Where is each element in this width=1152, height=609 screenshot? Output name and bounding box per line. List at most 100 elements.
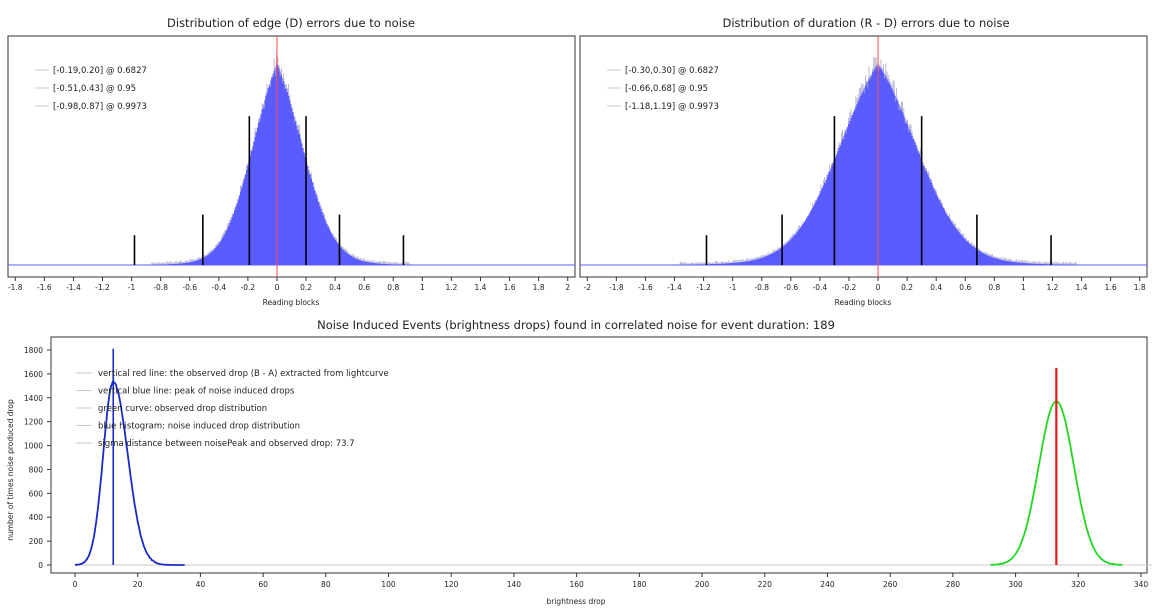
x-tick-label: 0.6 (959, 283, 971, 292)
histogram-noise-edge (679, 56, 1077, 265)
y-tick-label: 800 (29, 465, 44, 474)
legend-entry-2: [-0.66,0.68] @ 0.95 (625, 84, 708, 94)
x-tick-label: -1.8 (8, 283, 23, 292)
x-tick-label: -1.8 (609, 283, 624, 292)
histogram-bars (678, 64, 1078, 265)
x-tick-label: -1.6 (638, 283, 653, 292)
y-tick-label: 600 (29, 489, 44, 498)
x-tick-label: 300 (1008, 580, 1023, 589)
x-tick-label: 240 (820, 580, 835, 589)
x-tick-label: 140 (507, 580, 522, 589)
x-tick-label: -2 (584, 283, 592, 292)
x-tick-label: 40 (196, 580, 206, 589)
x-tick-label: 0.4 (329, 283, 341, 292)
legend-entry-3: green curve: observed drop distribution (98, 404, 267, 414)
x-tick-label: 0.2 (300, 283, 312, 292)
histogram-bars (151, 64, 411, 265)
y-tick-label: 1000 (24, 442, 43, 451)
noise-y-axis-label: number of times noise produced drop (6, 399, 15, 541)
x-tick-label: -0.2 (241, 283, 256, 292)
edge-x-axis: -1.8 -1.6 -1.4 -1.2 -1 -0.8 -0.6 -0.4 -0.2 0 0.2 0.… (8, 277, 570, 292)
legend-entry-3: [-1.18,1.19] @ 0.9973 (625, 102, 719, 112)
x-tick-label: 0 (876, 283, 881, 292)
y-tick-label: 400 (29, 513, 44, 522)
noise-x-axis-label: brightness drop (547, 597, 606, 606)
x-tick-label: 1.4 (475, 283, 487, 292)
duration-error-chart: Distribution of duration (R - D) errors … (579, 16, 1148, 307)
x-tick-label: -0.8 (153, 283, 168, 292)
x-tick-label: -1 (729, 283, 737, 292)
x-tick-label: 1.2 (445, 283, 457, 292)
x-tick-label: -1.4 (667, 283, 682, 292)
histogram-noise-edge (151, 52, 411, 265)
y-tick-label: 0 (38, 561, 43, 570)
legend-entry-3: [-0.98,0.87] @ 0.9973 (53, 102, 147, 112)
x-tick-label: -1.4 (66, 283, 81, 292)
x-tick-label: 1.2 (1047, 283, 1059, 292)
legend-entry-1: [-0.19,0.20] @ 0.6827 (53, 66, 147, 76)
x-tick-label: -1.2 (696, 283, 711, 292)
x-tick-label: 180 (632, 580, 647, 589)
x-tick-label: 100 (381, 580, 396, 589)
y-tick-label: 1200 (24, 418, 43, 427)
noise-plot-series (74, 348, 1152, 566)
x-tick-label: 0 (275, 283, 280, 292)
x-tick-label: 0 (73, 580, 78, 589)
x-tick-label: 60 (258, 580, 268, 589)
x-tick-label: 280 (946, 580, 961, 589)
legend-entry-5: sigma distance between noisePeak and obs… (98, 439, 355, 449)
duration-legend: [-0.30,0.30] @ 0.6827 [-0.66,0.68] @ 0.95… (607, 66, 719, 112)
x-tick-label: -1.6 (37, 283, 52, 292)
y-tick-label: 1600 (24, 370, 43, 379)
x-tick-label: 260 (883, 580, 898, 589)
x-tick-label: 320 (1071, 580, 1086, 589)
noise-plot-frame (50, 336, 1148, 574)
edge-histogram (8, 36, 575, 277)
y-tick-label: 1400 (24, 394, 43, 403)
x-tick-label: 2 (565, 283, 570, 292)
edge-legend: [-0.19,0.20] @ 0.6827 [-0.51,0.43] @ 0.95… (35, 66, 147, 112)
edge-chart-title: Distribution of edge (D) errors due to n… (167, 16, 415, 30)
legend-entry-2: [-0.51,0.43] @ 0.95 (53, 84, 136, 94)
edge-error-chart: Distribution of edge (D) errors due to n… (7, 16, 576, 307)
x-tick-label: 1.6 (504, 283, 516, 292)
noise-induced-histogram-curve (74, 380, 185, 566)
x-tick-label: 200 (695, 580, 710, 589)
x-tick-label: 120 (444, 580, 459, 589)
x-tick-label: 20 (133, 580, 143, 589)
legend-entry-2: vertical blue line: peak of noise induce… (98, 387, 295, 397)
y-tick-label: 200 (29, 537, 44, 546)
legend-entry-4: blue histogram: noise induced drop distr… (98, 422, 300, 432)
x-tick-label: -1 (128, 283, 136, 292)
legend-entry-1: vertical red line: the observed drop (B … (98, 369, 389, 379)
x-tick-label: 340 (1134, 580, 1149, 589)
noise-axes: 0 20 40 60 80 100 120 140 160 180 200 220 240 260 280 3… (24, 346, 1148, 589)
legend-entry-1: [-0.30,0.30] @ 0.6827 (625, 66, 719, 76)
duration-x-axis: -2 -1.8 -1.6 -1.4 -1.2 -1 -0.8 -0.6 -0.4 -0.2 0 0.2… (584, 277, 1146, 292)
x-tick-label: 1.6 (1105, 283, 1117, 292)
x-tick-label: 1 (1021, 283, 1026, 292)
duration-chart-title: Distribution of duration (R - D) errors … (722, 16, 1009, 30)
duration-histogram (580, 36, 1147, 277)
x-tick-label: -0.6 (783, 283, 798, 292)
noise-chart-title: Noise Induced Events (brightness drops) … (317, 318, 835, 332)
x-tick-label: -0.4 (211, 283, 226, 292)
x-tick-label: 80 (321, 580, 331, 589)
x-tick-label: -0.6 (182, 283, 197, 292)
x-tick-label: 0.8 (387, 283, 399, 292)
x-tick-label: 220 (758, 580, 773, 589)
x-tick-label: 1.8 (1134, 283, 1146, 292)
x-tick-label: -0.8 (754, 283, 769, 292)
x-tick-label: -0.2 (842, 283, 857, 292)
x-tick-label: 0.4 (930, 283, 942, 292)
x-tick-label: 0.2 (901, 283, 913, 292)
y-tick-label: 1800 (24, 346, 43, 355)
edge-x-axis-label: Reading blocks (263, 298, 320, 307)
x-tick-label: 0.6 (358, 283, 370, 292)
x-tick-label: 1 (420, 283, 425, 292)
noise-legend: vertical red line: the observed drop (B … (76, 369, 389, 449)
x-tick-label: 160 (569, 580, 584, 589)
noise-events-chart: Noise Induced Events (brightness drops) … (6, 318, 1152, 606)
x-tick-label: 1.8 (533, 283, 545, 292)
